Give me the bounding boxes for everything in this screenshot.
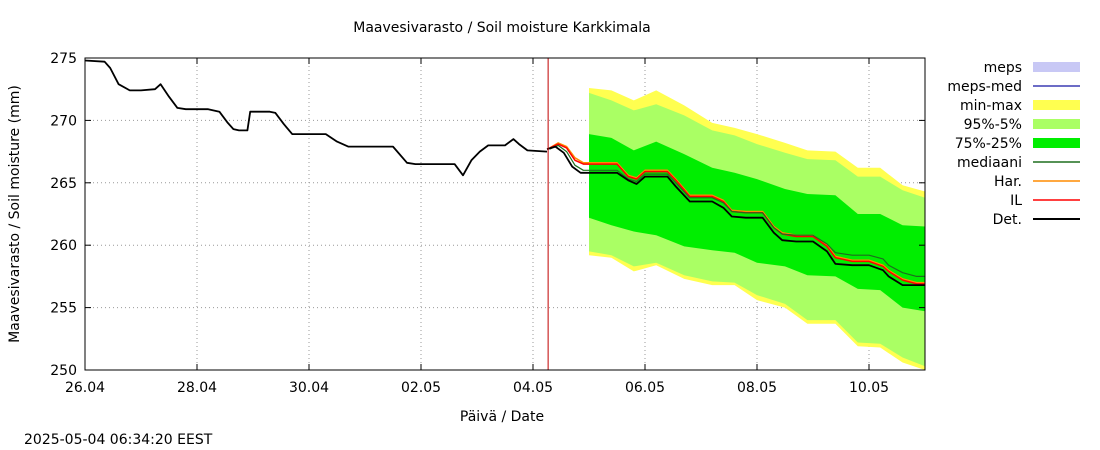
x-tick-label: 08.05: [737, 380, 777, 396]
legend-label: IL: [1010, 193, 1022, 209]
timestamp: 2025-05-04 06:34:20 EEST: [24, 432, 213, 448]
legend-label: meps-med: [947, 79, 1022, 95]
legend-label: 75%-25%: [955, 136, 1022, 152]
legend-label: Har.: [994, 174, 1022, 190]
y-tick-label: 260: [50, 238, 77, 254]
y-tick-label: 250: [50, 363, 77, 379]
x-tick-label: 30.04: [289, 380, 329, 396]
x-tick-label: 06.05: [625, 380, 665, 396]
y-axis-label: Maavesivarasto / Soil moisture (mm): [7, 85, 23, 343]
y-tick-label: 270: [50, 113, 77, 129]
x-tick-label: 10.05: [849, 380, 889, 396]
legend: meps meps-med min-max 95%-5% 75%-25% mediaani…: [947, 60, 1080, 228]
legend-swatch: [1033, 100, 1080, 110]
legend-label: min-max: [960, 98, 1022, 114]
y-axis-ticks: 250 255 260 265 270 275: [50, 51, 925, 379]
x-axis-label: Päivä / Date: [460, 409, 544, 425]
legend-label: 95%-5%: [964, 117, 1022, 133]
x-tick-label: 04.05: [513, 380, 553, 396]
plot-frame: [84, 57, 926, 371]
y-tick-label: 265: [50, 176, 77, 192]
y-tick-label: 275: [50, 51, 77, 67]
det-forecast-line: [546, 145, 925, 287]
x-axis-ticks: 26.04 28.04 30.04 02.05 04.05 06.05 08.05 10.05: [65, 58, 889, 396]
har-line: [549, 142, 925, 284]
x-tick-label: 02.05: [401, 380, 441, 396]
legend-label: mediaani: [957, 155, 1022, 171]
y-tick-label: 255: [50, 301, 77, 317]
det-history-line: [84, 59, 548, 177]
x-tick-label: 28.04: [177, 380, 217, 396]
legend-swatch: [1033, 62, 1080, 72]
x-tick-label: 26.04: [65, 380, 105, 396]
legend-label: meps: [984, 60, 1022, 76]
chart-title: Maavesivarasto / Soil moisture Karkkimal…: [353, 20, 651, 36]
legend-swatch: [1033, 119, 1080, 129]
legend-label: Det.: [993, 212, 1022, 228]
legend-swatch: [1033, 138, 1080, 148]
series-lines: [84, 59, 925, 287]
mediaani-line: [549, 144, 925, 277]
